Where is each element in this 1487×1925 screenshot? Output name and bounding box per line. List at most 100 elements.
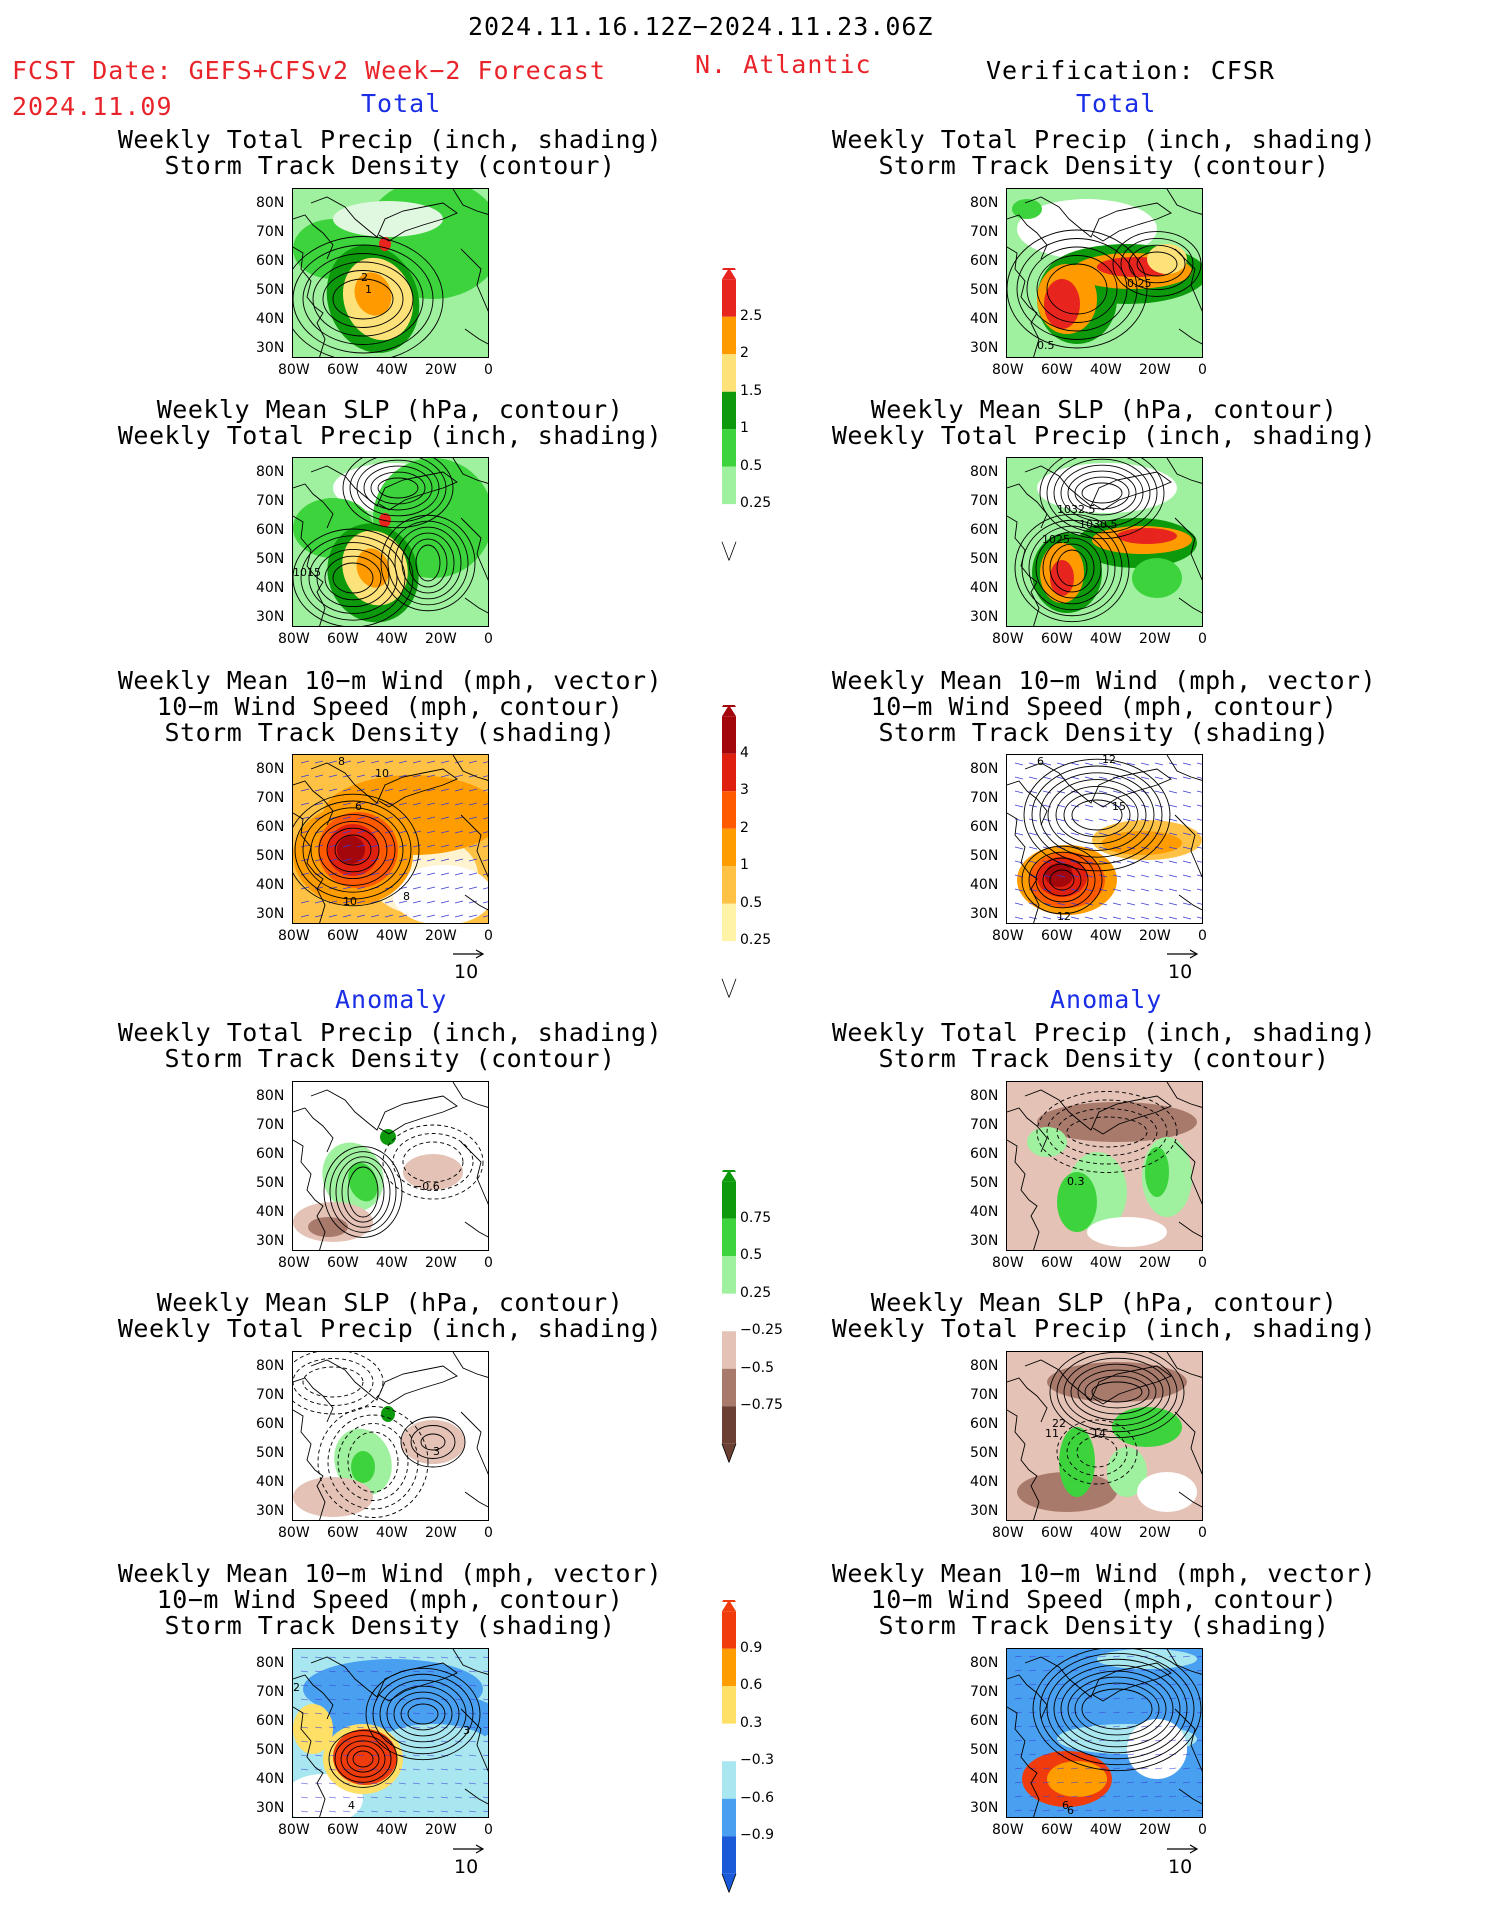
colorbar-segment — [722, 791, 736, 829]
lat-label: 80N — [970, 1655, 999, 1671]
colorbar-label: 0.5 — [740, 1247, 763, 1264]
lat-label: 40N — [970, 1204, 999, 1220]
lat-label: 30N — [256, 1503, 285, 1519]
lon-label: 80W — [278, 1822, 310, 1838]
lat-label: 60N — [256, 522, 285, 538]
lat-label: 70N — [970, 1117, 999, 1133]
lat-label: 50N — [256, 1175, 285, 1191]
contour-label: 1015 — [293, 566, 321, 579]
lon-label: 0 — [1198, 1822, 1207, 1838]
panel-title-l2: Weekly Mean SLP (hPa, contour) Weekly To… — [117, 395, 663, 450]
vector-reference-l6: 10 — [452, 1838, 486, 1878]
lat-label: 50N — [970, 848, 999, 864]
colorbar-label: 1.5 — [740, 382, 763, 399]
contour-label: 2 — [293, 1681, 300, 1694]
lon-label: 40W — [1090, 362, 1122, 378]
map-panel-r5: 22 11 14 — [1006, 1351, 1203, 1521]
lon-label: 40W — [376, 928, 408, 944]
lat-label: 70N — [256, 1387, 285, 1403]
lon-label: 20W — [1139, 1255, 1171, 1271]
lon-label: 60W — [327, 1525, 359, 1541]
contour-label: 0.5 — [1037, 339, 1055, 352]
contour-label: 0.3 — [1067, 1175, 1085, 1188]
lon-label: 60W — [1041, 362, 1073, 378]
lon-label: 20W — [425, 631, 457, 647]
colorbar-label: −0.3 — [740, 1752, 774, 1769]
colorbar-segment — [722, 716, 736, 754]
colorbar-segment — [722, 391, 736, 430]
map-plot-l4: −0.6 — [293, 1082, 488, 1250]
colorbar-segment — [722, 1256, 736, 1294]
contour-label: 8 — [403, 890, 410, 903]
lat-label: 50N — [256, 551, 285, 567]
colorbar-segment — [722, 1611, 736, 1649]
lon-label: 60W — [1041, 928, 1073, 944]
lon-label: 60W — [327, 1255, 359, 1271]
lon-label: 80W — [278, 362, 310, 378]
map-plot-l5: 3 — [293, 1352, 488, 1520]
lon-label: 20W — [1139, 1822, 1171, 1838]
colorbar-label: 0.25 — [740, 1284, 772, 1301]
lat-label: 30N — [256, 1233, 285, 1249]
colorbar-segment — [722, 1723, 736, 1762]
colorbar-segment — [722, 1406, 736, 1444]
colorbar-segment — [722, 1293, 736, 1332]
vector-reference-value: 10 — [454, 961, 479, 983]
panel-title-r1: Weekly Total Precip (inch, shading) Stor… — [831, 125, 1377, 180]
lat-label: 50N — [970, 1445, 999, 1461]
contour-label: 14 — [1092, 1427, 1106, 1440]
colorbar-label: 2 — [740, 345, 749, 362]
lon-label: 80W — [992, 1822, 1024, 1838]
lat-label: 70N — [970, 224, 999, 240]
colorbar-precip_anom — [721, 1170, 737, 1463]
lon-label: 40W — [1090, 1525, 1122, 1541]
lat-label: 30N — [970, 609, 999, 625]
colorbar-label: 1 — [740, 857, 749, 874]
contour-label: 3 — [463, 1724, 470, 1737]
lat-label: 30N — [970, 340, 999, 356]
lat-label: 50N — [970, 282, 999, 298]
colorbar-label: 0.5 — [740, 894, 763, 911]
lat-label: 40N — [970, 311, 999, 327]
lat-label: 30N — [970, 1233, 999, 1249]
lon-label: 0 — [484, 1822, 493, 1838]
map-panel-r2: 1032.5 1030.5 1025 — [1006, 457, 1203, 627]
contour-label: 10 — [375, 767, 389, 780]
lat-label: 30N — [256, 906, 285, 922]
colorbar-label: 0.3 — [740, 1714, 763, 1731]
lon-label: 0 — [484, 928, 493, 944]
colorbar-segment — [722, 753, 736, 792]
panel-title-r3: Weekly Mean 10−m Wind (mph, vector) 10−m… — [831, 666, 1377, 747]
map-plot-r1: 0.25 0.5 — [1007, 189, 1202, 357]
colorbar-label: −0.75 — [740, 1397, 783, 1414]
lon-label: 20W — [425, 1822, 457, 1838]
lat-label: 80N — [970, 464, 999, 480]
lat-label: 30N — [256, 609, 285, 625]
lon-label: 80W — [278, 1255, 310, 1271]
colorbar-segment — [722, 1331, 736, 1369]
lon-label: 40W — [1090, 1255, 1122, 1271]
lon-label: 20W — [425, 362, 457, 378]
contour-label: −0.6 — [413, 1180, 440, 1193]
map-panel-l2: 1015 — [292, 457, 489, 627]
colorbar-label: 2.5 — [740, 307, 763, 324]
lat-label: 40N — [970, 877, 999, 893]
lon-label: 20W — [425, 928, 457, 944]
panel-title-l6: Weekly Mean 10−m Wind (mph, vector) 10−m… — [117, 1559, 663, 1640]
lat-label: 40N — [970, 1474, 999, 1490]
lat-label: 80N — [256, 1358, 285, 1374]
vector-reference-value: 10 — [1168, 961, 1193, 983]
lat-label: 30N — [256, 1800, 285, 1816]
contour-label: 10 — [343, 895, 357, 908]
lat-label: 80N — [970, 195, 999, 211]
map-panel-r3: 6 12 15 12 — [1006, 754, 1203, 924]
anomaly-section-right: Anomaly — [1050, 985, 1163, 1014]
panel-title-l1: Weekly Total Precip (inch, shading) Stor… — [117, 125, 663, 180]
lat-label: 80N — [970, 1358, 999, 1374]
contour-label: 11 — [1045, 1427, 1059, 1440]
panel-title-r5: Weekly Mean SLP (hPa, contour) Weekly To… — [831, 1288, 1377, 1343]
lat-label: 50N — [256, 1742, 285, 1758]
lon-label: 80W — [992, 631, 1024, 647]
